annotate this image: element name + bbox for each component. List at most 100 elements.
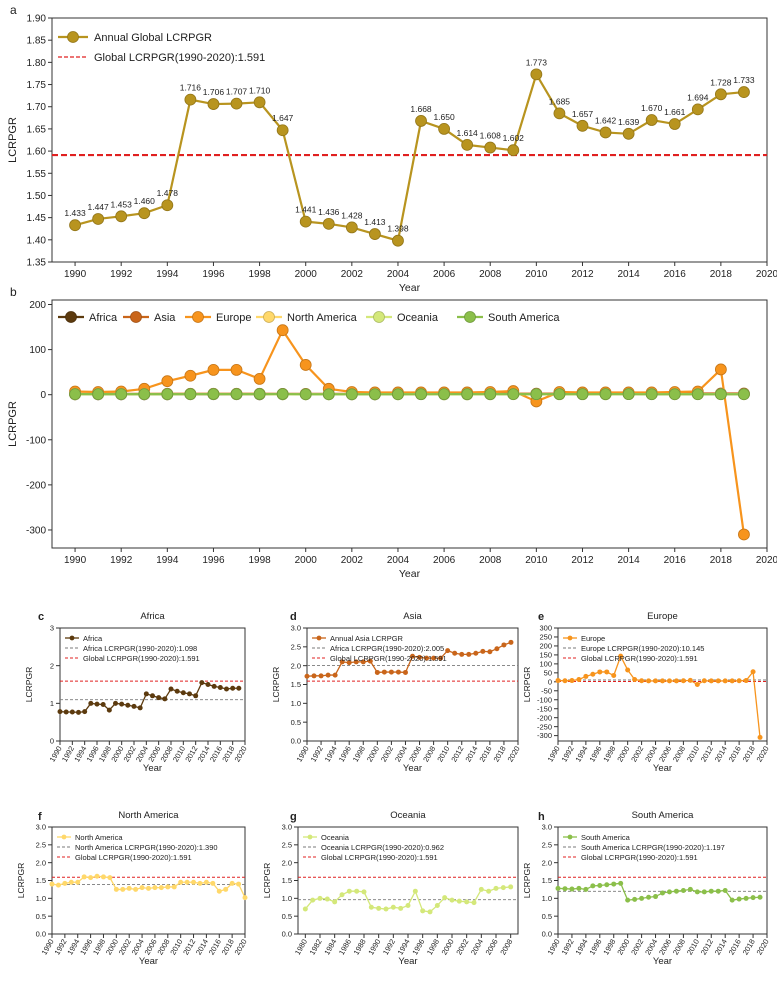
data-point [653, 894, 659, 900]
legend-label: Africa [83, 634, 103, 643]
data-point [299, 388, 312, 401]
data-point [555, 885, 561, 891]
data-point [354, 888, 360, 894]
legend-label: Europe LCRPGR(1990-2020):10.145 [581, 644, 704, 653]
data-point [229, 880, 235, 886]
x-tick-label: 1998 [91, 938, 107, 957]
x-tick-label: 1996 [202, 269, 225, 280]
data-point [402, 669, 408, 675]
legend-swatch-marker [65, 311, 77, 323]
y-tick-label: 3.0 [282, 823, 292, 832]
data-point [392, 388, 404, 401]
data-label: 1.413 [364, 217, 386, 227]
x-tick-label: 2008 [479, 269, 502, 280]
x-tick-label: 1990 [295, 745, 311, 764]
data-point [178, 879, 184, 885]
x-tick-label: 1996 [587, 745, 603, 764]
data-point [687, 886, 693, 892]
data-point [392, 234, 404, 247]
data-point [230, 363, 243, 376]
x-tick-label: 2006 [433, 269, 456, 280]
legend-swatch-marker [316, 635, 322, 641]
data-label: 1.694 [687, 92, 709, 102]
data-point [417, 654, 423, 660]
x-tick-label: 2010 [168, 938, 184, 957]
data-point [668, 388, 681, 401]
data-point [168, 686, 174, 692]
y-tick-label: -300 [26, 525, 46, 536]
x-axis-label: Year [139, 956, 158, 967]
data-point [152, 885, 158, 891]
data-point [673, 678, 679, 684]
x-tick-label: 2016 [207, 938, 223, 957]
legend-swatch-marker [464, 311, 476, 323]
series-line [74, 71, 745, 243]
data-point [388, 669, 394, 675]
data-point [632, 896, 638, 902]
y-tick-label: 1.70 [27, 102, 47, 113]
data-point [691, 103, 704, 116]
x-tick-label: 2006 [407, 745, 423, 764]
x-tick-label: 2006 [433, 555, 456, 566]
data-point [420, 908, 426, 914]
panel-letter: f [38, 811, 42, 823]
y-tick-label: -50 [541, 686, 552, 695]
x-tick-label: 2002 [341, 269, 364, 280]
data-label: 1.668 [410, 104, 432, 114]
data-point [456, 898, 462, 904]
data-point [161, 375, 174, 388]
x-tick-label: 2016 [477, 745, 493, 764]
data-label: 1.478 [157, 188, 179, 198]
data-point [311, 673, 317, 679]
x-tick-label: 1998 [601, 745, 617, 764]
x-tick-label: 2004 [469, 938, 485, 957]
y-tick-label: 0 [548, 677, 552, 686]
x-tick-label: 1996 [587, 938, 603, 957]
y-tick-label: 3 [50, 624, 54, 633]
data-point [115, 388, 128, 401]
data-point [191, 879, 197, 885]
x-tick-label: 2010 [685, 745, 701, 764]
data-point [701, 678, 707, 684]
data-point [714, 388, 727, 401]
data-point [224, 686, 229, 692]
data-point [473, 650, 479, 656]
x-tick-label: 2020 [755, 745, 771, 764]
x-tick-label: 1982 [308, 938, 324, 957]
data-point [230, 685, 236, 691]
data-point [203, 879, 209, 885]
panel-title: Europe [647, 611, 678, 622]
y-axis-label: LCRPGR [271, 667, 281, 702]
x-tick-label: 2004 [393, 745, 409, 764]
data-point [361, 889, 367, 895]
y-tick-label: 1.90 [27, 14, 47, 25]
data-point [736, 678, 742, 684]
data-point [484, 141, 497, 154]
x-tick-label: 2006 [484, 938, 500, 957]
data-label: 1.642 [595, 115, 617, 125]
x-tick-label: 1996 [410, 938, 426, 957]
data-point [310, 897, 316, 903]
x-tick-label: 2012 [699, 745, 715, 764]
data-point [230, 388, 243, 400]
x-tick-label: 1998 [425, 938, 441, 957]
data-point [530, 68, 543, 81]
legend-swatch-marker [373, 311, 385, 323]
legend-label: Africa [89, 312, 118, 324]
y-tick-label: 3.0 [291, 624, 301, 633]
data-point [137, 705, 143, 711]
data-point [68, 879, 74, 885]
data-point [115, 210, 128, 223]
data-label: 1.706 [203, 87, 225, 97]
y-axis-label: LCRPGR [24, 667, 34, 702]
data-point [88, 875, 94, 881]
data-label: 1.428 [341, 210, 363, 220]
data-point [193, 693, 199, 699]
x-tick-label: 1996 [202, 555, 225, 566]
legend-label: South America [488, 312, 560, 324]
data-point [106, 707, 112, 713]
x-axis-label: Year [399, 568, 421, 580]
data-point [82, 709, 88, 715]
data-point [369, 388, 381, 401]
data-label: 1.670 [641, 103, 663, 113]
